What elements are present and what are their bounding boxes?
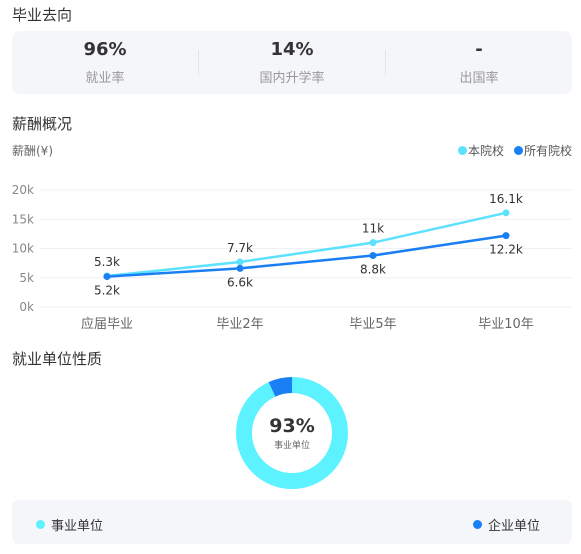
data-point (369, 252, 377, 260)
stat-divider (385, 50, 386, 75)
employment-stats-card: 96% 就业率 14% 国内升学率 - 出国率 (12, 31, 572, 94)
data-label: 16.1k (489, 192, 523, 206)
donut-center: 93% 事业单位 (236, 377, 348, 489)
donut-segment-enterprise (236, 377, 348, 489)
y-tick-label: 15k (12, 212, 34, 226)
y-tick-label: 10k (12, 242, 34, 256)
x-tick-label: 毕业2年 (216, 317, 263, 332)
legend-label-this-school: 本院校 (467, 144, 504, 158)
salary-line-chart: 0k 5k 10k 15k 20k 应届毕业 毕业2年 毕业5年 毕业10年 5.3k 7.7k 11… (12, 183, 572, 332)
legend-item-all-schools[interactable]: 所有院校 (513, 142, 572, 159)
employment-rate-value: 96% (83, 39, 127, 60)
data-point (103, 273, 111, 281)
legend-item-public-institution[interactable]: 事业单位 (36, 515, 103, 534)
data-point (369, 239, 377, 247)
data-point (502, 209, 510, 217)
data-point (236, 258, 244, 266)
abroad-rate-label: 出国率 (459, 71, 499, 86)
series-line-this-school (106, 211, 507, 278)
domestic-study-rate-value: 14% (270, 39, 314, 60)
x-tick-label: 毕业5年 (349, 317, 396, 332)
nature-section-title: 就业单位性质 (12, 350, 103, 368)
data-label: 6.6k (227, 275, 253, 289)
legend-label-public-institution: 事业单位 (51, 519, 104, 534)
data-point (502, 232, 510, 240)
legend-item-enterprise[interactable]: 企业单位 (472, 515, 540, 534)
legend-label-all-schools: 所有院校 (523, 144, 572, 158)
legend-label-enterprise: 企业单位 (487, 519, 540, 534)
employment-rate-label: 就业率 (85, 71, 125, 86)
employment-rate-stat: 96% 就业率 (12, 31, 198, 94)
data-label: 7.7k (227, 241, 253, 255)
stat-divider (198, 50, 199, 75)
legend-item-this-school[interactable]: 本院校 (457, 142, 504, 159)
employer-nature-donut-chart (236, 377, 348, 489)
y-tick-label: 20k (12, 183, 34, 197)
legend-dot-icon (513, 146, 523, 155)
legend-dot-icon (36, 520, 45, 529)
series-line-all-schools (106, 234, 507, 278)
domestic-study-rate-stat: 14% 国内升学率 (199, 31, 385, 94)
salary-unit-label: 薪酬(¥) (12, 144, 53, 158)
legend-dot-icon (472, 520, 482, 529)
abroad-rate-value: - (475, 39, 483, 60)
data-label: 5.2k (94, 284, 120, 298)
salary-section-title: 薪酬概况 (12, 115, 73, 133)
data-point (236, 264, 244, 272)
domestic-study-rate-label: 国内升学率 (259, 71, 325, 86)
data-label: 8.8k (360, 263, 386, 277)
nature-legend: 事业单位 企业单位 (12, 500, 572, 544)
y-tick-label: 0k (19, 300, 34, 314)
x-tick-label: 毕业10年 (478, 317, 534, 332)
data-label: 11k (362, 222, 384, 236)
x-tick-label: 应届毕业 (81, 316, 133, 332)
employment-section-title: 毕业去向 (12, 6, 73, 24)
abroad-rate-stat: - 出国率 (386, 31, 572, 94)
y-tick-label: 5k (19, 271, 34, 285)
data-label: 5.3k (94, 255, 120, 269)
data-label: 12.2k (489, 243, 523, 257)
donut-center-value: 93% (269, 415, 315, 437)
donut-center-label: 事业单位 (273, 441, 310, 451)
legend-dot-icon (457, 146, 467, 155)
salary-legend: 本院校 所有院校 (457, 142, 572, 159)
